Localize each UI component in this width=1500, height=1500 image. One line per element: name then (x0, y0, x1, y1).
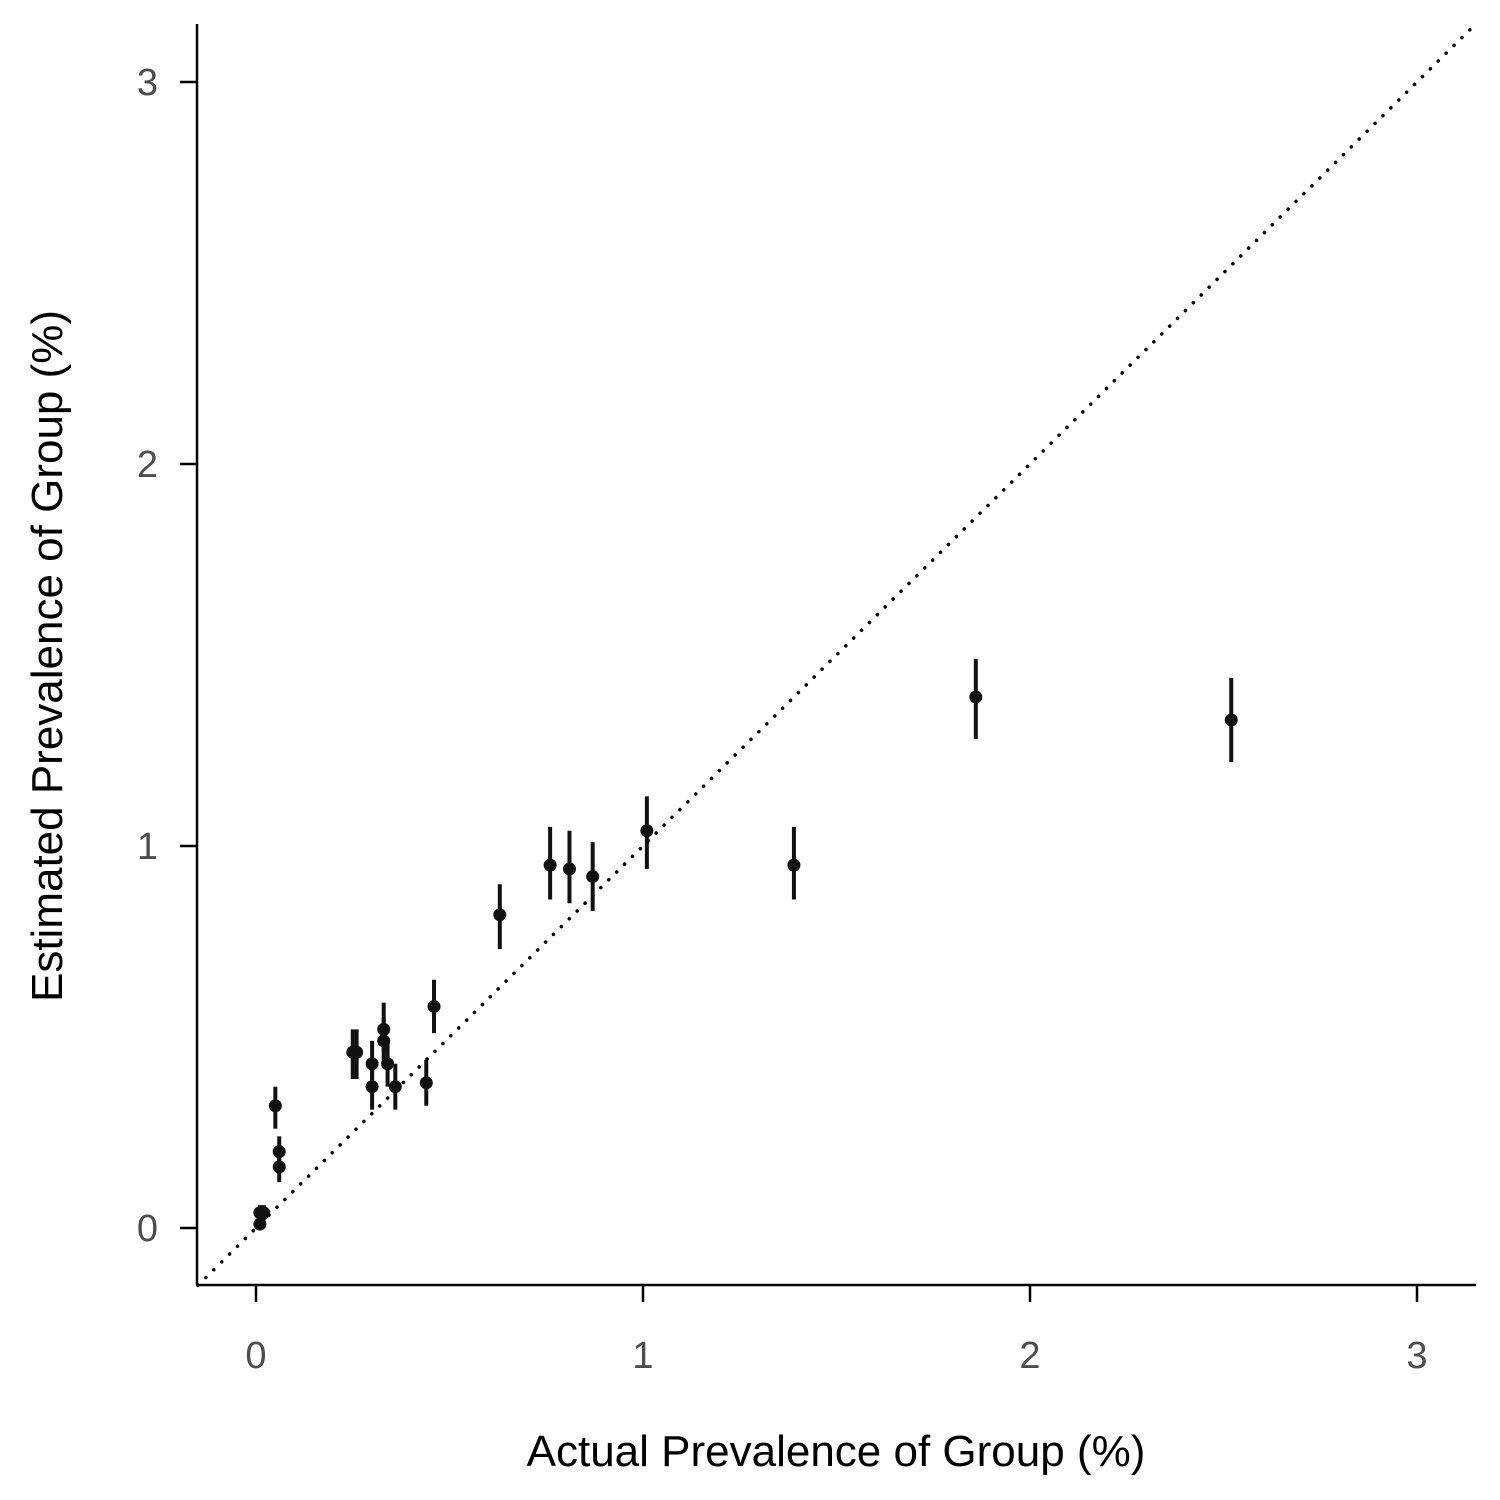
data-point (419, 1059, 433, 1106)
point-marker (268, 1099, 282, 1113)
x-tick-label: 3 (1406, 1335, 1427, 1377)
point-marker (969, 690, 983, 704)
data-point (562, 830, 576, 904)
data-points (253, 658, 1238, 1231)
data-point (787, 826, 801, 900)
data-point (493, 884, 507, 950)
x-axis-title: Actual Prevalence of Group (%) (527, 1427, 1146, 1476)
point-marker (272, 1160, 286, 1174)
x-tick-label: 2 (1019, 1335, 1040, 1377)
data-point (272, 1151, 286, 1183)
point-marker (1224, 713, 1238, 727)
point-marker (787, 858, 801, 872)
data-point (969, 658, 983, 740)
y-tick-label: 0 (137, 1208, 158, 1250)
identity-reference-line-layer (196, 22, 1477, 1288)
point-marker (253, 1217, 267, 1231)
point-marker (365, 1080, 379, 1094)
x-tick-label: 1 (632, 1335, 653, 1377)
axes (195, 24, 1476, 1287)
point-marker (257, 1206, 271, 1220)
y-tick-label: 1 (137, 826, 158, 868)
data-point (257, 1205, 271, 1221)
point-marker (419, 1076, 433, 1090)
data-point (543, 826, 557, 900)
data-point (268, 1086, 282, 1129)
data-point (253, 1217, 267, 1231)
data-point (427, 979, 441, 1034)
point-marker (350, 1045, 364, 1059)
data-point (350, 1029, 364, 1080)
x-tick-label: 0 (245, 1335, 266, 1377)
y-tick-label: 2 (137, 444, 158, 486)
data-point (640, 796, 654, 869)
point-marker (427, 999, 441, 1013)
data-point (1224, 677, 1238, 762)
x-axis-ticks: 0 1 2 3 (245, 1285, 1428, 1377)
y-axis-title: Estimated Prevalence of Group (%) (23, 310, 72, 1002)
point-marker (562, 862, 576, 876)
point-marker (586, 870, 600, 884)
point-marker (640, 824, 654, 838)
data-point (586, 842, 600, 911)
identity-reference-line (196, 22, 1477, 1288)
data-point (365, 1063, 379, 1110)
data-point (381, 1040, 395, 1087)
point-marker (493, 908, 507, 922)
data-point (388, 1063, 402, 1110)
point-marker (388, 1080, 402, 1094)
y-axis-ticks: 0 1 2 3 (137, 62, 197, 1250)
point-marker (381, 1057, 395, 1071)
y-tick-label: 3 (137, 62, 158, 104)
point-marker (543, 858, 557, 872)
